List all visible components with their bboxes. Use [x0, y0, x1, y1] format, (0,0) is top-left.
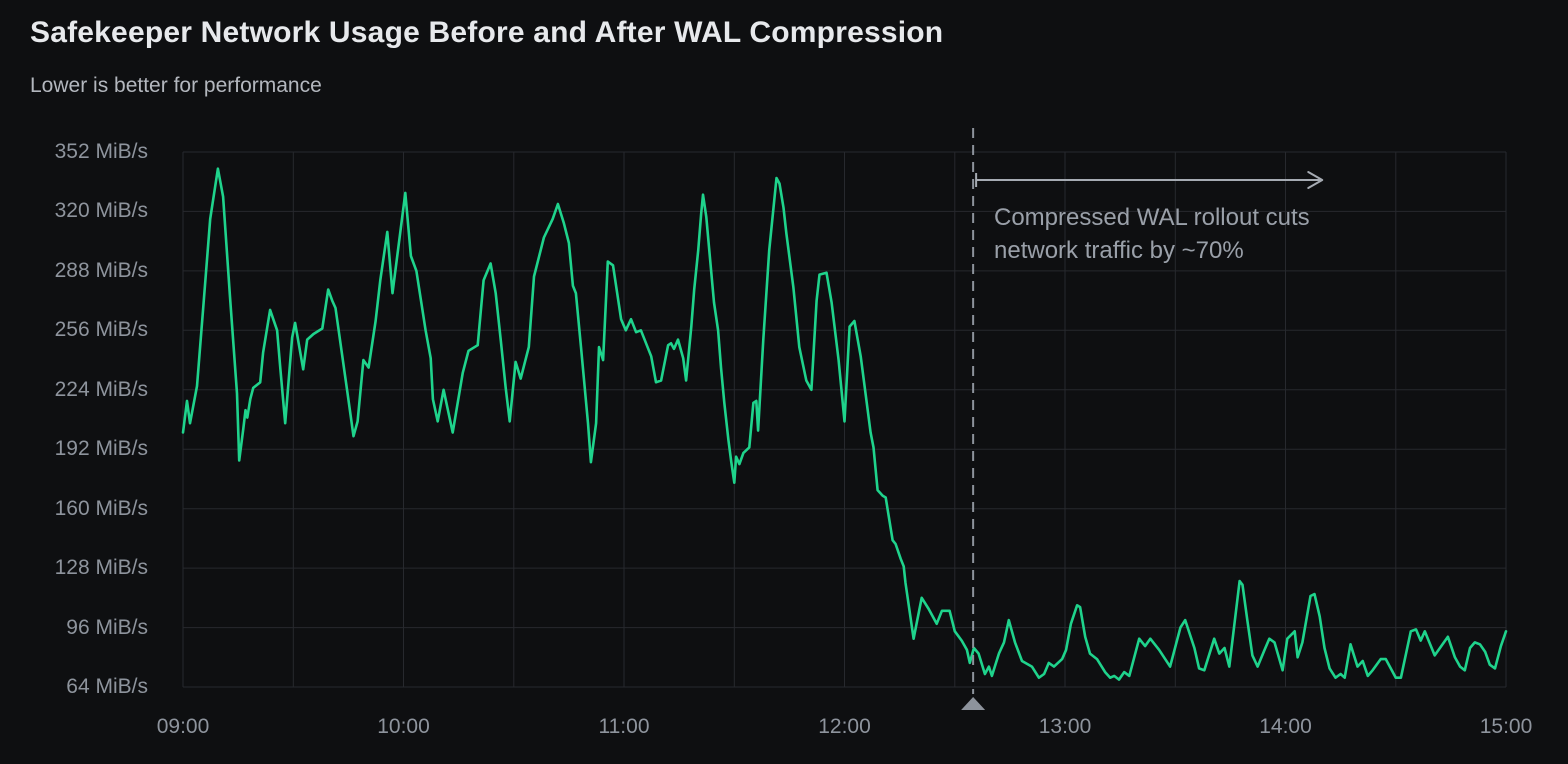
rollout-annotation: Compressed WAL rollout cuts network traf… — [994, 201, 1310, 267]
series-line — [181, 167, 1508, 681]
x-tick-label: 14:00 — [1259, 715, 1312, 738]
y-tick-label: 160 MiB/s — [54, 496, 148, 520]
x-tick-label: 11:00 — [598, 715, 650, 738]
y-tick-label: 288 MiB/s — [54, 258, 148, 282]
rollout-marker-icon — [961, 697, 986, 710]
y-tick-label: 320 MiB/s — [54, 199, 148, 223]
y-tick-label: 224 MiB/s — [54, 377, 148, 401]
x-tick-label: 12:00 — [818, 715, 871, 738]
y-tick-label: 64 MiB/s — [66, 675, 148, 698]
annotation-arrowhead-icon — [1307, 171, 1324, 189]
page-subtitle: Lower is better for performance — [30, 74, 322, 97]
x-tick-label: 09:00 — [156, 715, 210, 738]
page-title: Safekeeper Network Usage Before and Afte… — [30, 16, 944, 49]
annotation-line-1: Compressed WAL rollout cuts — [994, 204, 1310, 231]
y-tick-label: 352 MiB/s — [54, 140, 148, 163]
annotation-line-2: network traffic by ~70% — [994, 237, 1244, 264]
x-tick-label: 13:00 — [1038, 715, 1092, 738]
y-tick-label: 96 MiB/s — [66, 615, 148, 639]
x-tick-label: 10:00 — [377, 715, 430, 738]
y-tick-label: 128 MiB/s — [54, 556, 148, 580]
x-tick-label: 15:00 — [1479, 715, 1533, 738]
y-tick-label: 256 MiB/s — [54, 318, 148, 342]
y-tick-label: 192 MiB/s — [54, 437, 148, 461]
